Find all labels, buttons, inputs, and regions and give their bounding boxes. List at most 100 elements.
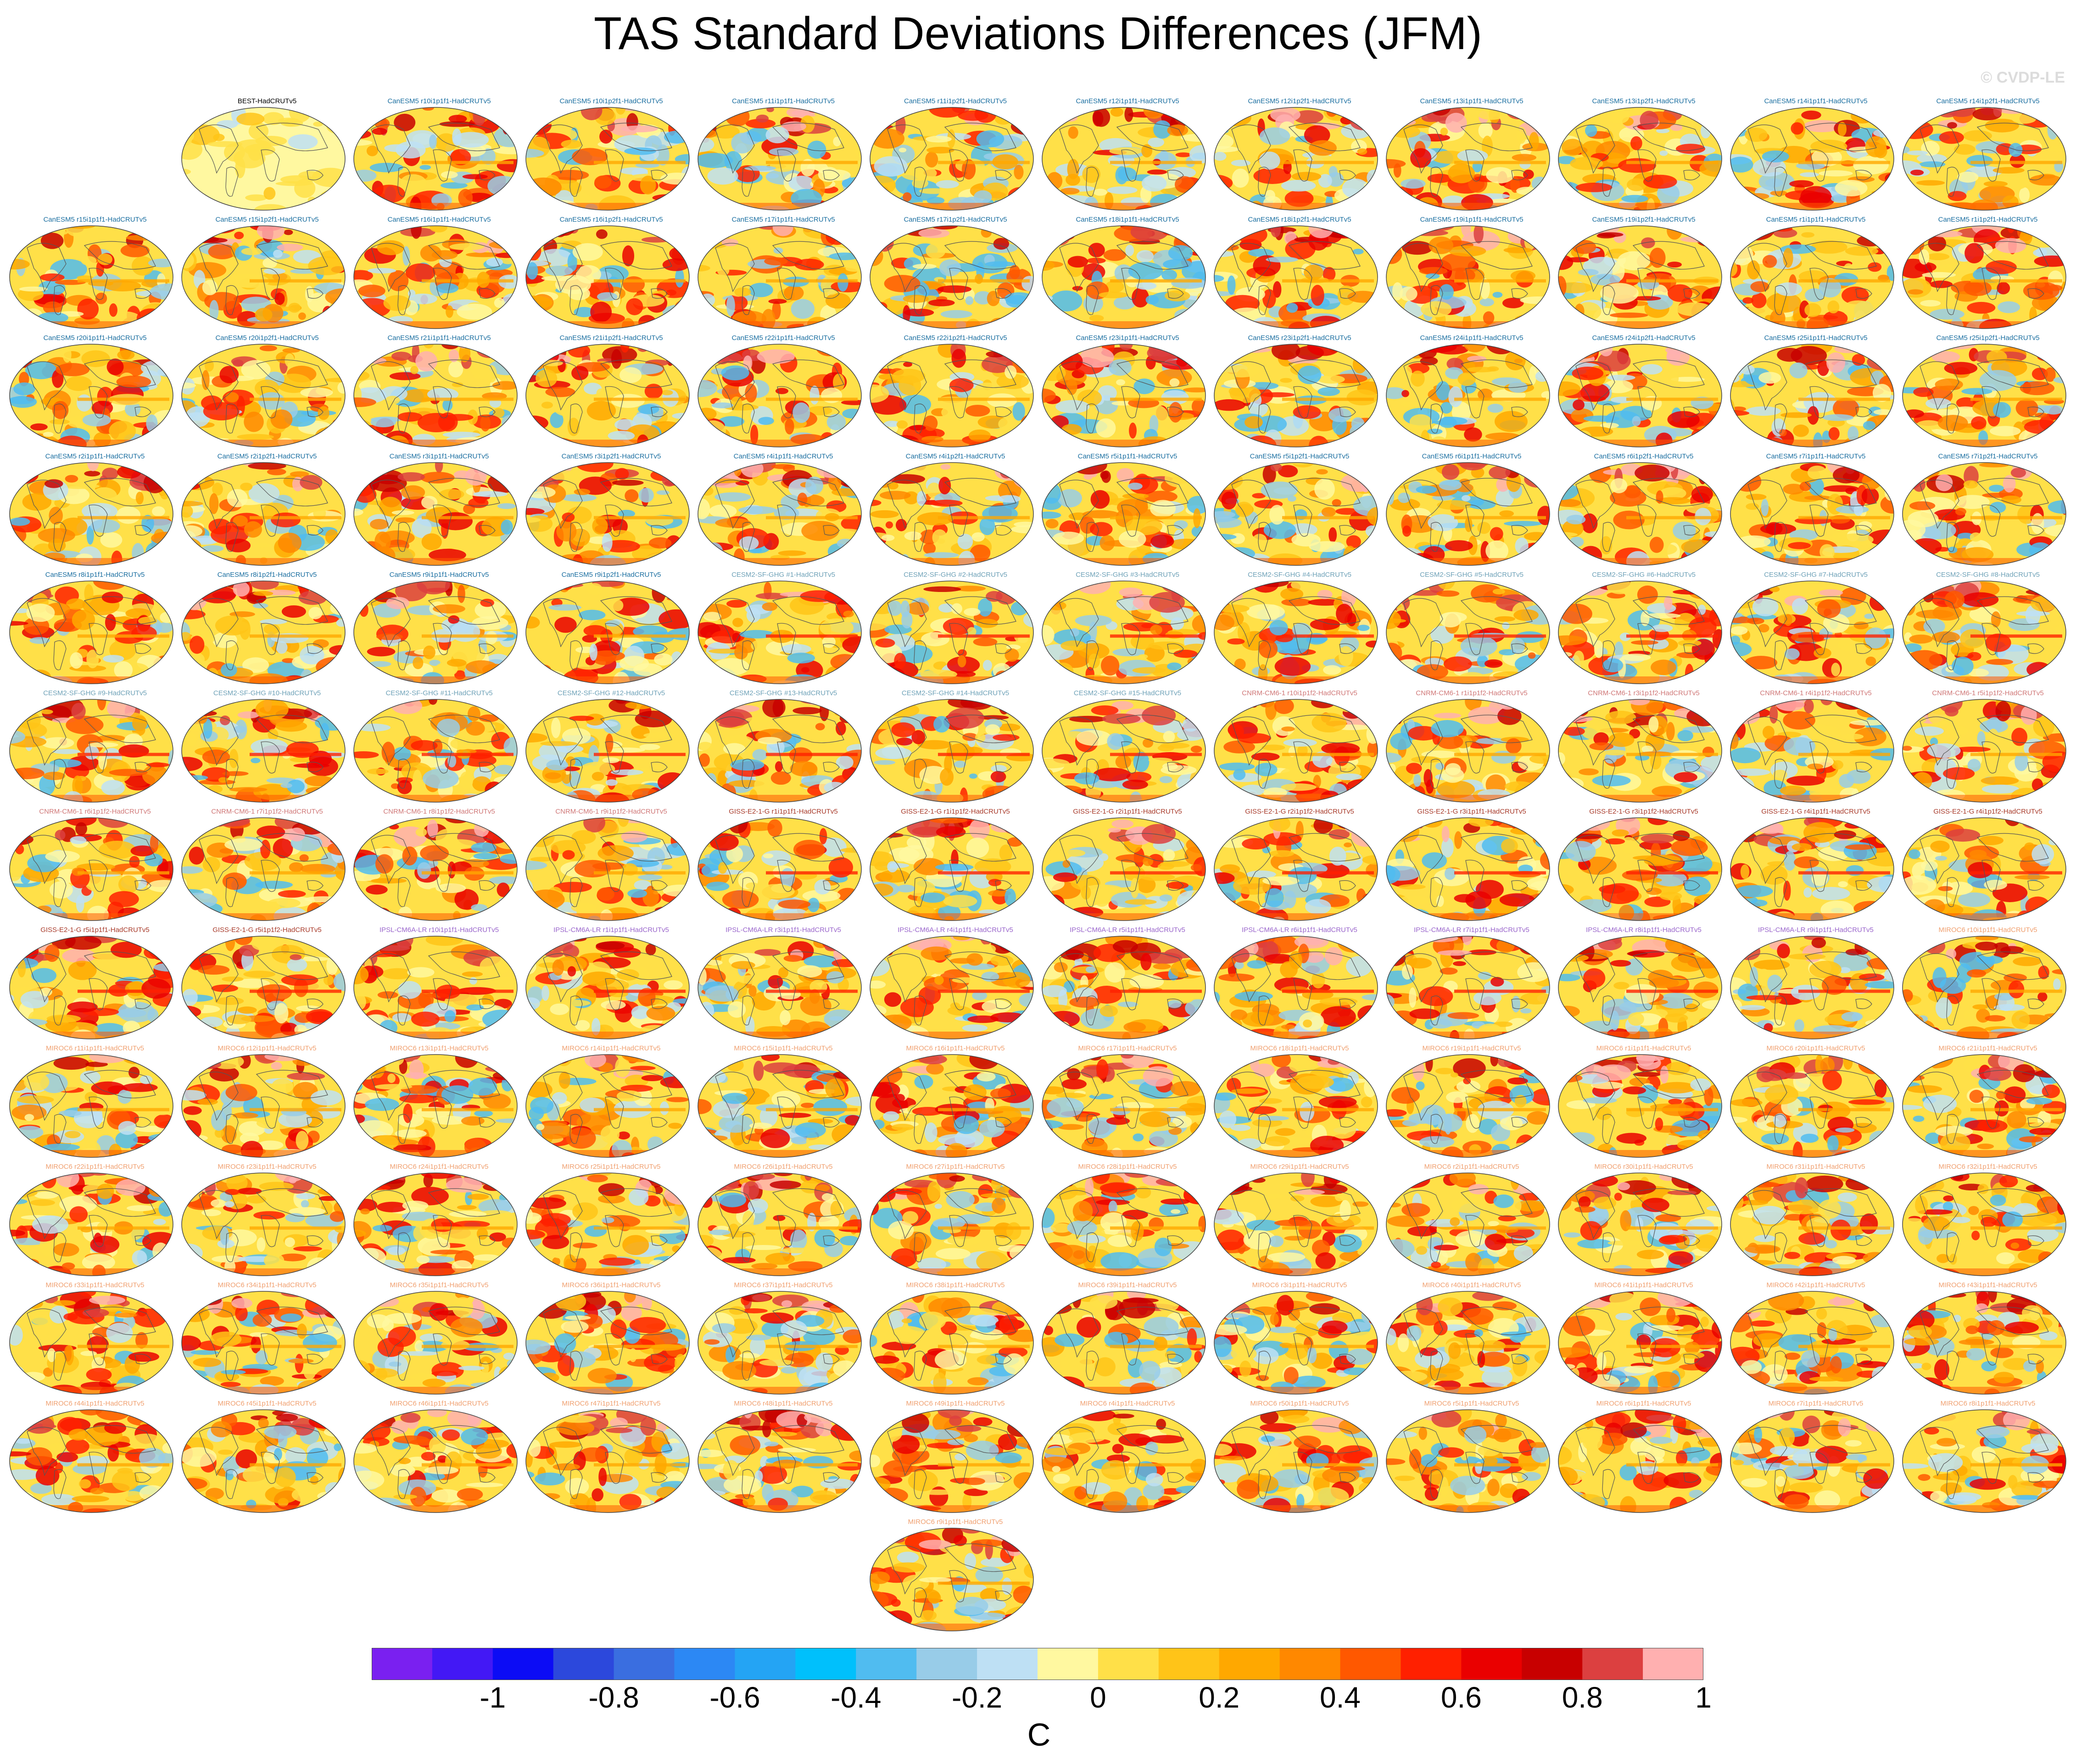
map-panel: CESM2-SF-GHG #12-HadCRUTv5 — [525, 689, 698, 808]
colorbar-box — [1401, 1648, 1462, 1680]
panel-label: CanESM5 r14i1p1f1-HadCRUTv5 — [1764, 97, 1868, 105]
globe-map — [1730, 225, 1894, 329]
globe-map — [1386, 462, 1550, 566]
panel-label: CanESM5 r20i1p1f1-HadCRUTv5 — [43, 334, 147, 342]
globe-map — [1214, 462, 1378, 566]
globe-map — [870, 1409, 1034, 1513]
panel-label: IPSL-CM6A-LR r5i1p1f1-HadCRUTv5 — [1070, 926, 1185, 934]
panel-label: MIROC6 r6i1p1f1-HadCRUTv5 — [1596, 1400, 1691, 1407]
globe-map — [870, 225, 1034, 329]
colorbar-box — [856, 1648, 917, 1680]
map-panel: CanESM5 r3i1p1f1-HadCRUTv5 — [353, 452, 525, 571]
globe-map — [181, 817, 346, 921]
panel-label: MIROC6 r43i1p1f1-HadCRUTv5 — [1938, 1281, 2037, 1289]
globe-map — [1386, 107, 1550, 211]
panel-label: CanESM5 r9i1p2f1-HadCRUTv5 — [561, 571, 661, 579]
panel-label: IPSL-CM6A-LR r9i1p1f1-HadCRUTv5 — [1758, 926, 1874, 934]
globe-map — [1558, 107, 1722, 211]
globe-map — [353, 1409, 518, 1513]
colorbar-tick-label: -0.2 — [951, 1681, 1003, 1714]
globe-map — [1042, 344, 1206, 447]
map-panel: CanESM5 r13i1p2f1-HadCRUTv5 — [1557, 97, 1730, 216]
panel-label: CanESM5 r3i1p1f1-HadCRUTv5 — [389, 452, 489, 460]
map-panel: MIROC6 r6i1p1f1-HadCRUTv5 — [1557, 1400, 1730, 1518]
colorbar-box — [1158, 1648, 1220, 1680]
map-panel: CESM2-SF-GHG #10-HadCRUTv5 — [181, 689, 353, 808]
panel-label: CanESM5 r25i1p1f1-HadCRUTv5 — [1764, 334, 1868, 342]
globe-map — [870, 344, 1034, 447]
globe-map — [698, 581, 862, 684]
globe-map — [870, 1054, 1034, 1158]
panel-label: IPSL-CM6A-LR r3i1p1f1-HadCRUTv5 — [725, 926, 841, 934]
map-panel: GISS-E2-1-G r5i1p1f2-HadCRUTv5 — [181, 926, 353, 1044]
globe-map — [1902, 1409, 2066, 1513]
panel-label: CESM2-SF-GHG #11-HadCRUTv5 — [385, 689, 493, 697]
panel-label: CESM2-SF-GHG #15-HadCRUTv5 — [1073, 689, 1182, 697]
globe-map — [698, 1409, 862, 1513]
map-panel: CanESM5 r25i1p1f1-HadCRUTv5 — [1730, 334, 1902, 452]
map-panel: MIROC6 r35i1p1f1-HadCRUTv5 — [353, 1281, 525, 1400]
globe-map — [1730, 1409, 1894, 1513]
panel-label: CanESM5 r1i1p1f1-HadCRUTv5 — [1766, 216, 1866, 223]
map-panel: CanESM5 r18i1p2f1-HadCRUTv5 — [1213, 216, 1386, 334]
map-panel: MIROC6 r29i1p1f1-HadCRUTv5 — [1213, 1163, 1386, 1281]
panel-label: CanESM5 r4i1p1f1-HadCRUTv5 — [733, 452, 833, 460]
panel-label: CNRM-CM6-1 r3i1p1f2-HadCRUTv5 — [1588, 689, 1700, 697]
panel-label: CanESM5 r17i1p1f1-HadCRUTv5 — [731, 216, 835, 223]
panel-label: CanESM5 r11i1p1f1-HadCRUTv5 — [732, 97, 835, 105]
globe-map — [1214, 1172, 1378, 1276]
map-panel: MIROC6 r41i1p1f1-HadCRUTv5 — [1557, 1281, 1730, 1400]
map-panel: CanESM5 r8i1p2f1-HadCRUTv5 — [181, 571, 353, 689]
globe-map — [1214, 817, 1378, 921]
colorbar-box — [1522, 1648, 1583, 1680]
map-panel: CanESM5 r14i1p2f1-HadCRUTv5 — [1902, 97, 2074, 216]
colorbar-box — [795, 1648, 856, 1680]
map-panel: MIROC6 r12i1p1f1-HadCRUTv5 — [181, 1044, 353, 1163]
map-panel: CanESM5 r9i1p2f1-HadCRUTv5 — [525, 571, 698, 689]
globe-map — [9, 1291, 173, 1395]
panel-label: MIROC6 r35i1p1f1-HadCRUTv5 — [390, 1281, 489, 1289]
map-panel: GISS-E2-1-G r2i1p1f2-HadCRUTv5 — [1213, 808, 1386, 926]
globe-map — [1902, 107, 2066, 211]
map-panel: CanESM5 r25i1p2f1-HadCRUTv5 — [1902, 334, 2074, 452]
map-panel: MIROC6 r4i1p1f1-HadCRUTv5 — [1041, 1400, 1214, 1518]
map-panel: IPSL-CM6A-LR r6i1p1f1-HadCRUTv5 — [1213, 926, 1386, 1044]
globe-map — [9, 344, 173, 447]
globe-map — [870, 699, 1034, 803]
globe-map — [9, 699, 173, 803]
panel-label: IPSL-CM6A-LR r8i1p1f1-HadCRUTv5 — [1586, 926, 1702, 934]
panel-label: CanESM5 r2i1p1f1-HadCRUTv5 — [45, 452, 145, 460]
map-panel: CanESM5 r12i1p2f1-HadCRUTv5 — [1213, 97, 1386, 216]
panel-label: MIROC6 r21i1p1f1-HadCRUTv5 — [1938, 1044, 2037, 1052]
panel-label: GISS-E2-1-G r1i1p1f2-HadCRUTv5 — [901, 808, 1010, 815]
map-panel: CanESM5 r7i1p2f1-HadCRUTv5 — [1902, 452, 2074, 571]
map-panel: CESM2-SF-GHG #5-HadCRUTv5 — [1385, 571, 1558, 689]
map-panel: MIROC6 r13i1p1f1-HadCRUTv5 — [353, 1044, 525, 1163]
colorbar-units: C — [1027, 1717, 1051, 1753]
globe-map — [870, 817, 1034, 921]
map-panel: CanESM5 r2i1p2f1-HadCRUTv5 — [181, 452, 353, 571]
panel-label: CESM2-SF-GHG #12-HadCRUTv5 — [557, 689, 665, 697]
panel-label: CanESM5 r12i1p1f1-HadCRUTv5 — [1076, 97, 1179, 105]
panel-label: CNRM-CM6-1 r1i1p1f2-HadCRUTv5 — [1416, 689, 1528, 697]
map-panel: CNRM-CM6-1 r9i1p1f2-HadCRUTv5 — [525, 808, 698, 926]
globe-map — [1386, 1291, 1550, 1395]
globe-map — [353, 581, 518, 684]
map-panel: CESM2-SF-GHG #15-HadCRUTv5 — [1041, 689, 1214, 808]
panel-label: CanESM5 r22i1p2f1-HadCRUTv5 — [904, 334, 1007, 342]
panel-label: MIROC6 r25i1p1f1-HadCRUTv5 — [562, 1163, 661, 1171]
colorbar — [372, 1648, 1703, 1680]
panel-label: MIROC6 r2i1p1f1-HadCRUTv5 — [1424, 1163, 1519, 1171]
globe-map — [181, 1172, 346, 1276]
globe-map — [870, 1172, 1034, 1276]
globe-map — [9, 1409, 173, 1513]
globe-map — [353, 699, 518, 803]
watermark: © CVDP-LE — [1981, 69, 2065, 86]
map-panel: CanESM5 r15i1p2f1-HadCRUTv5 — [181, 216, 353, 334]
panel-label: IPSL-CM6A-LR r10i1p1f1-HadCRUTv5 — [379, 926, 499, 934]
map-panel: MIROC6 r42i1p1f1-HadCRUTv5 — [1730, 1281, 1902, 1400]
panel-label: MIROC6 r31i1p1f1-HadCRUTv5 — [1766, 1163, 1865, 1171]
colorbar-box — [1582, 1648, 1643, 1680]
globe-map — [181, 1291, 346, 1395]
map-panel: MIROC6 r5i1p1f1-HadCRUTv5 — [1385, 1400, 1558, 1518]
